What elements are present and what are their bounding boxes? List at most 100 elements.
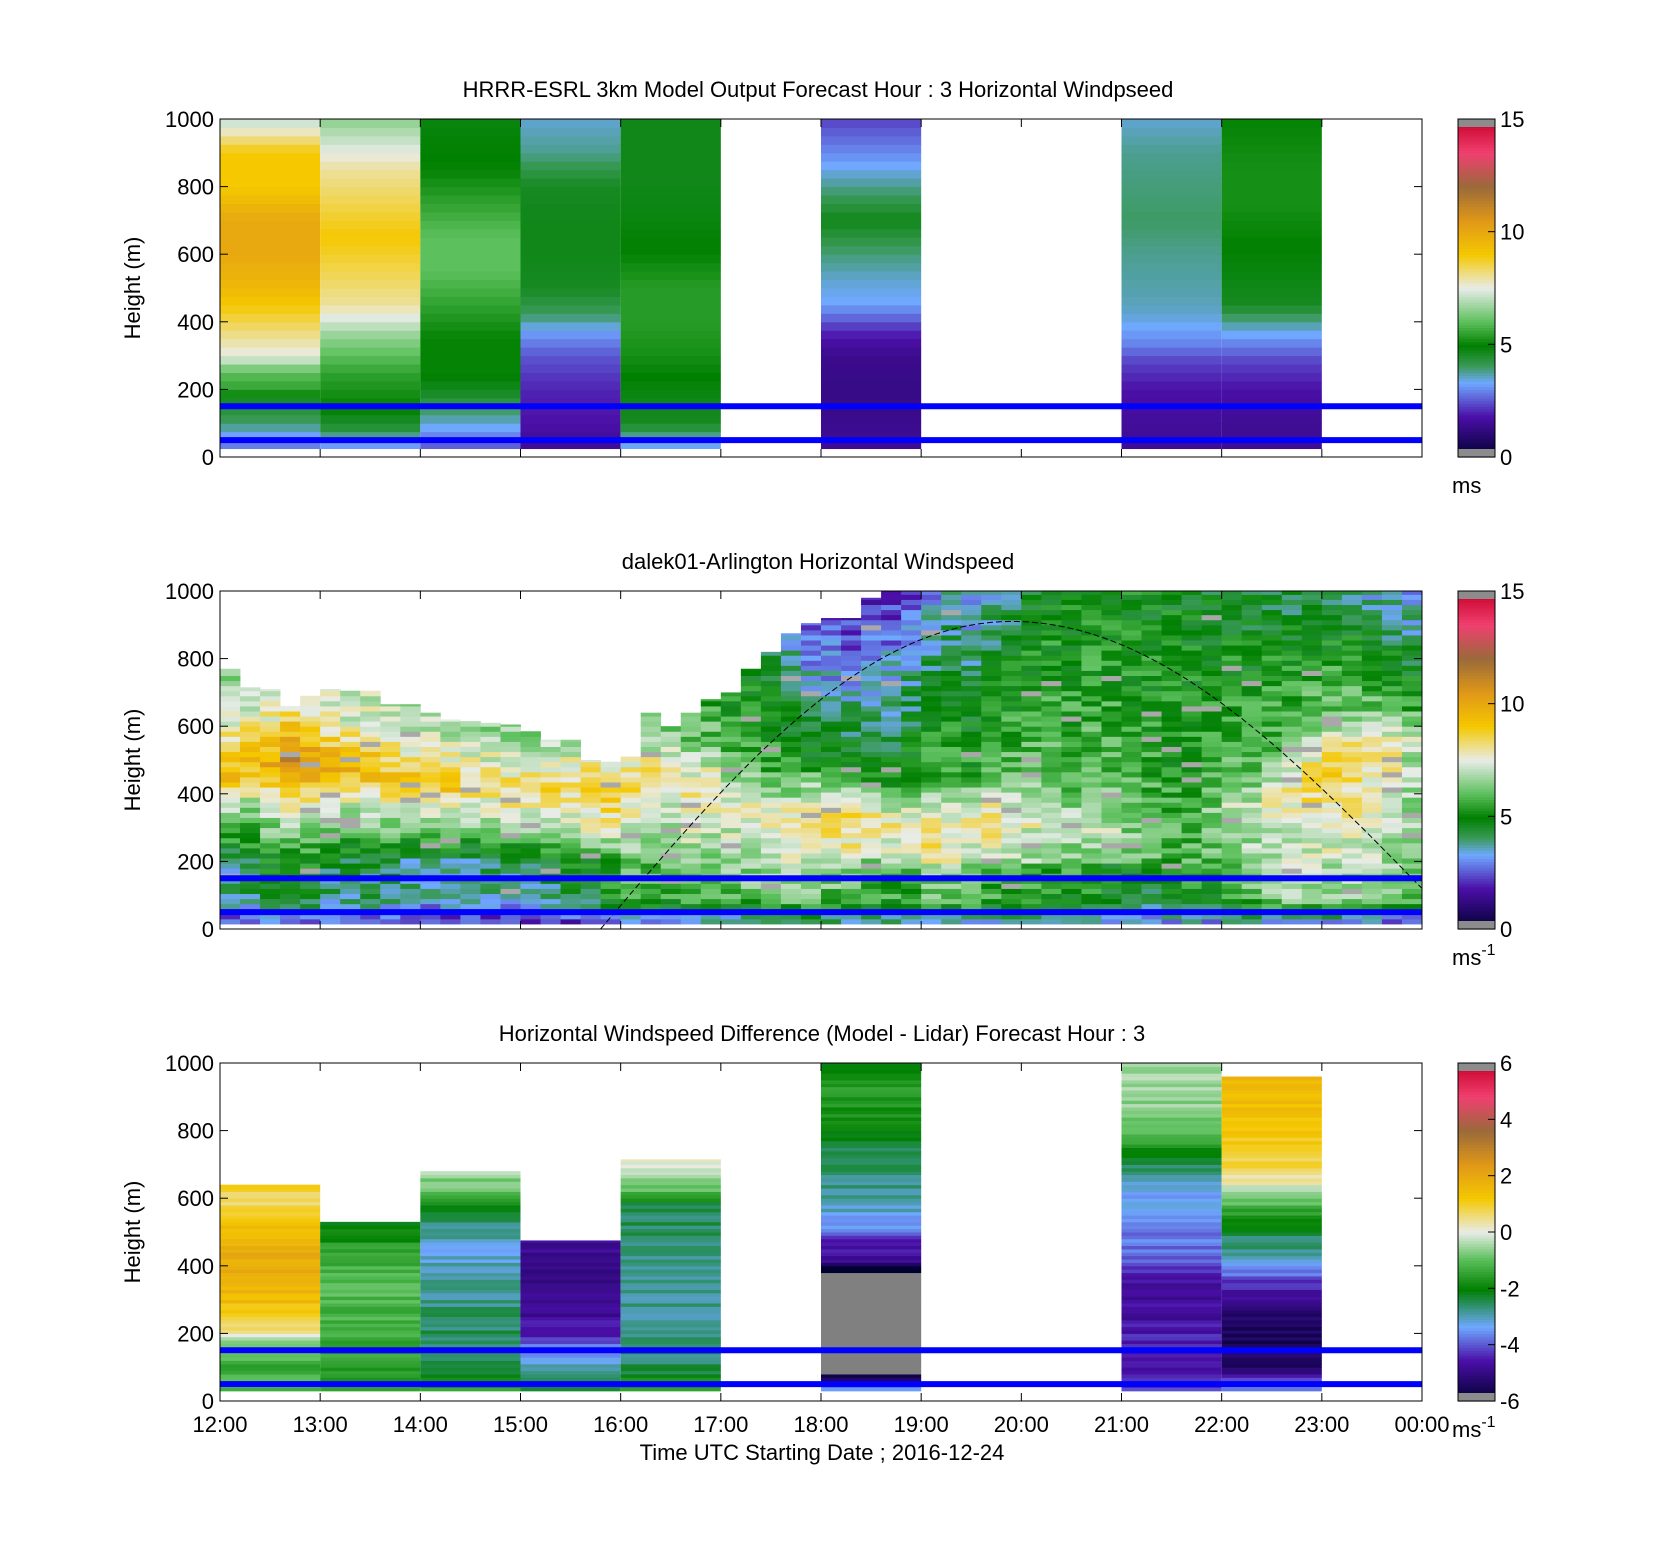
- heatmap-cell: [901, 888, 922, 895]
- heatmap-cell: [1101, 756, 1122, 763]
- heatmap-cell: [720, 726, 742, 732]
- colorbar-swatch: [1458, 613, 1495, 617]
- heatmap-cell: [1061, 776, 1082, 783]
- heatmap-cell: [821, 1252, 922, 1257]
- heatmap-cell: [1301, 898, 1323, 905]
- heatmap-cell: [821, 1188, 922, 1192]
- heatmap-cell: [1021, 842, 1042, 849]
- heatmap-cell: [1141, 797, 1162, 803]
- heatmap-cell: [800, 913, 822, 920]
- heatmap-cell: [841, 618, 862, 621]
- heatmap-cell: [300, 721, 321, 727]
- heatmap-cell: [841, 670, 862, 676]
- heatmap-cell: [480, 842, 501, 849]
- heatmap-cell: [620, 1323, 721, 1328]
- heatmap-cell: [220, 710, 241, 717]
- heatmap-cell: [821, 675, 842, 682]
- heatmap-cell: [740, 918, 762, 925]
- heatmap-cell: [1401, 731, 1423, 737]
- heatmap-cell: [921, 629, 942, 636]
- heatmap-cell: [1301, 705, 1323, 712]
- heatmap-cell: [1301, 726, 1323, 732]
- heatmap-cell: [320, 1336, 421, 1341]
- heatmap-cell: [1221, 751, 1243, 758]
- heatmap-cell: [1261, 832, 1283, 839]
- y-tick-label: 400: [177, 1254, 214, 1279]
- heatmap-cell: [1361, 591, 1383, 595]
- heatmap-cell: [1301, 599, 1323, 606]
- heatmap-cell: [1281, 781, 1303, 788]
- heatmap-cell: [941, 736, 962, 742]
- heatmap-cell: [901, 736, 922, 742]
- heatmap-cell: [420, 1323, 521, 1328]
- heatmap-cell: [901, 781, 922, 788]
- heatmap-cell: [1101, 619, 1122, 626]
- heatmap-cell: [520, 144, 621, 154]
- heatmap-cell: [220, 797, 241, 803]
- heatmap-cell: [320, 710, 341, 717]
- heatmap-cell: [961, 721, 982, 727]
- heatmap-cell: [881, 716, 902, 722]
- colorbar-swatch: [1458, 1251, 1495, 1256]
- heatmap-cell: [1361, 822, 1383, 829]
- heatmap-cell: [380, 704, 401, 707]
- heatmap-cell: [1201, 665, 1223, 671]
- heatmap-cell: [1061, 619, 1082, 626]
- heatmap-cell: [821, 1073, 922, 1078]
- heatmap-cell: [520, 1296, 621, 1301]
- heatmap-cell: [1401, 599, 1423, 606]
- heatmap-cell: [660, 731, 682, 737]
- heatmap-cell: [800, 675, 822, 682]
- heatmap-cell: [1361, 634, 1383, 641]
- colorbar-unit-exponent: -1: [1481, 1414, 1495, 1431]
- heatmap-cell: [1041, 690, 1062, 697]
- colorbar-swatch: [1458, 355, 1495, 360]
- heatmap-cell: [981, 685, 1002, 692]
- heatmap-cell: [220, 888, 241, 895]
- colorbar-swatch: [1458, 776, 1495, 781]
- heatmap-cell: [600, 863, 622, 869]
- heatmap-cell: [821, 237, 922, 247]
- heatmap-cell: [1181, 604, 1203, 611]
- heatmap-cell: [1201, 710, 1223, 717]
- heatmap-cell: [740, 863, 762, 869]
- heatmap-cell: [420, 731, 441, 737]
- heatmap-cell: [1061, 685, 1082, 692]
- heatmap-cell: [881, 868, 902, 874]
- heatmap-cell: [1221, 619, 1243, 626]
- heatmap-cell: [320, 705, 341, 712]
- heatmap-cell: [1361, 629, 1383, 636]
- heatmap-cell: [981, 670, 1002, 676]
- heatmap-cell: [420, 1232, 521, 1236]
- heatmap-cell: [821, 389, 922, 399]
- heatmap-cell: [941, 604, 962, 611]
- heatmap-cell: [700, 746, 722, 753]
- heatmap-cell: [1221, 634, 1243, 641]
- heatmap-cell: [1121, 1194, 1222, 1199]
- heatmap-cell: [1121, 1177, 1222, 1182]
- colorbar-swatch: [1458, 641, 1495, 646]
- x-axis-label: Time UTC Starting Date ; 2016-12-24: [640, 1440, 1005, 1465]
- heatmap-cell: [1281, 746, 1303, 753]
- heatmap-cell: [1261, 700, 1283, 707]
- heatmap-cell: [400, 746, 421, 753]
- heatmap-cell: [540, 822, 561, 829]
- heatmap-cell: [1121, 1228, 1222, 1233]
- heatmap-cell: [1041, 609, 1062, 616]
- heatmap-cell: [220, 313, 321, 323]
- heatmap-cell: [520, 1265, 621, 1270]
- heatmap-cell: [480, 797, 501, 803]
- heatmap-cell: [1261, 802, 1283, 808]
- heatmap-cell: [861, 771, 882, 778]
- colorbar-swatch: [1458, 875, 1495, 879]
- heatmap-cell: [440, 771, 461, 778]
- heatmap-cell: [240, 771, 261, 778]
- heatmap-cell: [440, 746, 461, 753]
- heatmap-cell: [1221, 640, 1243, 646]
- heatmap-cell: [1361, 716, 1383, 722]
- heatmap-cell: [620, 406, 721, 416]
- colorbar-swatch: [1458, 757, 1495, 761]
- heatmap-cell: [740, 680, 762, 687]
- heatmap-cell: [1241, 634, 1263, 641]
- heatmap-cell: [240, 687, 261, 692]
